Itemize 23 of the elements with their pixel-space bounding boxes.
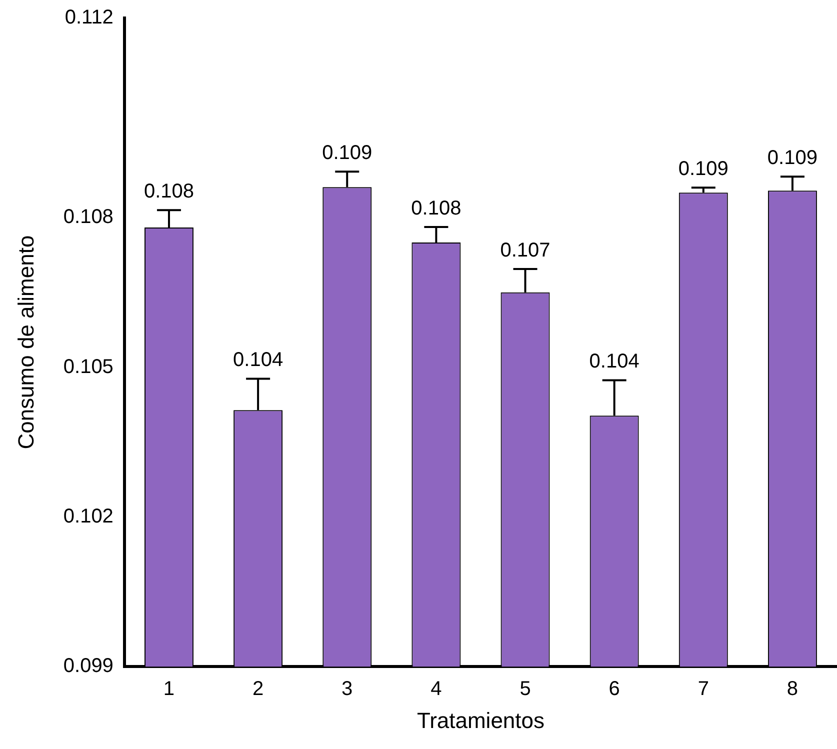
y-axis-title: Consumo de alimento <box>13 235 38 450</box>
x-tick-label: 5 <box>520 678 531 700</box>
data-label: 0.109 <box>678 158 728 180</box>
data-label: 0.107 <box>500 239 550 262</box>
x-tick-label: 2 <box>252 678 264 700</box>
x-axis-title: Tratamientos <box>416 708 545 733</box>
data-label: 0.109 <box>322 142 372 164</box>
x-tick-label: 8 <box>786 678 798 700</box>
data-label: 0.108 <box>411 198 462 220</box>
x-tick-label: 4 <box>430 678 442 700</box>
y-tick-label: 0.108 <box>63 206 114 228</box>
data-label: 0.104 <box>589 350 640 373</box>
y-tick-label: 0.112 <box>64 6 114 29</box>
y-tick-label: 0.102 <box>63 505 114 528</box>
y-tick-label: 0.105 <box>63 356 114 378</box>
data-label: 0.108 <box>144 180 194 203</box>
data-label: 0.104 <box>233 349 284 372</box>
x-tick-label: 7 <box>698 678 709 700</box>
x-tick-label: 3 <box>342 678 353 700</box>
x-tick-label: 6 <box>608 678 620 700</box>
data-label: 0.109 <box>767 147 818 170</box>
x-tick-label: 1 <box>163 678 175 700</box>
y-tick-label: 0.099 <box>63 655 114 678</box>
